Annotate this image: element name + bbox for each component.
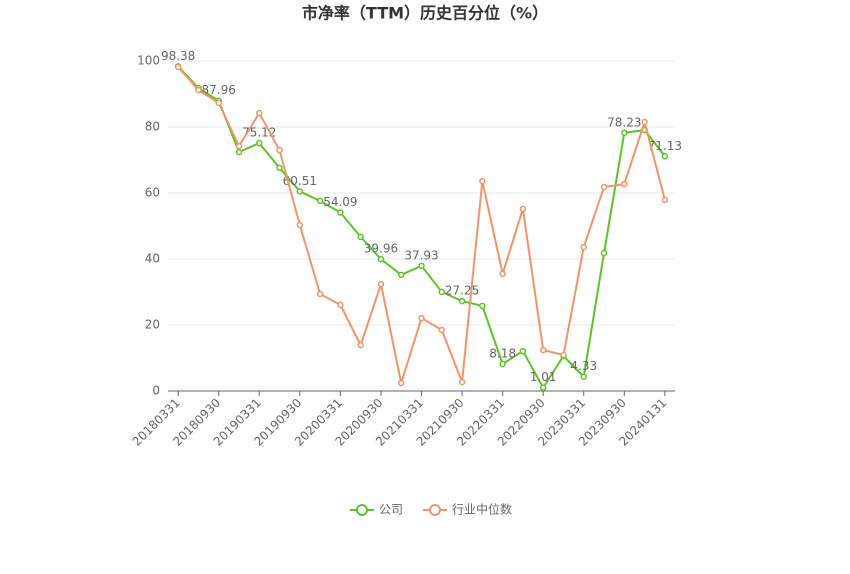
- point: [621, 129, 628, 137]
- y-tick-label: 40: [145, 252, 160, 266]
- data-label: 39.96: [364, 242, 398, 256]
- point: [418, 314, 425, 322]
- series-line: [177, 65, 666, 390]
- point: [397, 379, 405, 387]
- point: [296, 188, 304, 195]
- data-label: 27.25: [445, 284, 479, 298]
- point: [337, 209, 344, 216]
- data-label: 87.96: [202, 83, 236, 97]
- point: [519, 205, 527, 213]
- point: [337, 301, 344, 309]
- y-tick-label: 80: [145, 120, 160, 134]
- point: [661, 196, 669, 204]
- legend-label: 行业中位数: [452, 502, 512, 517]
- point: [377, 280, 385, 288]
- point: [235, 142, 243, 150]
- series-line: [177, 66, 666, 384]
- point: [276, 164, 283, 172]
- point: [458, 297, 466, 305]
- legend-label: 公司: [379, 503, 403, 517]
- data-label: 1.01: [530, 370, 557, 384]
- data-label: 8.18: [489, 347, 516, 361]
- data-label: 54.09: [323, 195, 357, 209]
- point: [580, 373, 587, 380]
- point: [580, 243, 587, 251]
- point: [256, 109, 263, 117]
- point: [499, 360, 506, 368]
- point: [621, 180, 628, 188]
- point: [438, 288, 446, 296]
- y-tick-label: 20: [145, 318, 160, 332]
- point: [276, 146, 283, 154]
- point: [479, 177, 486, 185]
- point: [235, 148, 243, 156]
- point: [661, 153, 669, 160]
- point: [215, 99, 222, 107]
- point: [600, 183, 608, 191]
- point: [316, 197, 324, 205]
- point: [357, 341, 364, 349]
- point: [438, 326, 446, 334]
- point: [397, 271, 405, 279]
- point: [560, 351, 567, 359]
- point: [418, 262, 425, 270]
- point: [357, 233, 364, 241]
- data-label: 37.93: [404, 248, 438, 262]
- data-label: 4.33: [570, 359, 597, 373]
- y-tick-label: 0: [152, 384, 160, 398]
- point: [458, 378, 466, 386]
- data-label: 60.51: [283, 174, 317, 188]
- point: [316, 290, 324, 298]
- point: [641, 118, 648, 126]
- y-tick-label: 100: [137, 54, 160, 68]
- point: [195, 86, 202, 94]
- point: [600, 249, 608, 257]
- chart-title: 市净率（TTM）历史百分位（%）: [302, 4, 548, 23]
- data-label: 98.38: [161, 49, 195, 63]
- point: [539, 346, 547, 354]
- point: [256, 139, 263, 147]
- y-tick-label: 60: [145, 186, 160, 200]
- point: [519, 347, 527, 355]
- point: [499, 270, 506, 278]
- point: [377, 255, 385, 263]
- data-label: 78.23: [607, 115, 641, 129]
- legend-marker: [429, 504, 442, 516]
- point: [479, 302, 486, 310]
- data-label: 71.13: [648, 139, 682, 153]
- point: [296, 221, 304, 229]
- point: [174, 63, 182, 71]
- legend-marker: [356, 504, 368, 516]
- point: [539, 384, 547, 391]
